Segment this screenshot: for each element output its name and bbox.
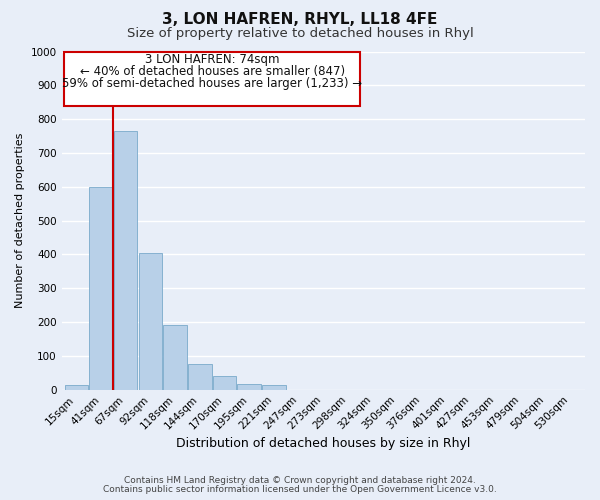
Text: 3, LON HAFREN, RHYL, LL18 4FE: 3, LON HAFREN, RHYL, LL18 4FE — [163, 12, 437, 28]
Bar — [238, 384, 261, 390]
Text: ← 40% of detached houses are smaller (847): ← 40% of detached houses are smaller (84… — [80, 66, 345, 78]
Text: Contains public sector information licensed under the Open Government Licence v3: Contains public sector information licen… — [103, 484, 497, 494]
Bar — [89, 187, 113, 390]
Text: Size of property relative to detached houses in Rhyl: Size of property relative to detached ho… — [127, 28, 473, 40]
Bar — [139, 252, 162, 390]
X-axis label: Distribution of detached houses by size in Rhyl: Distribution of detached houses by size … — [176, 437, 470, 450]
Bar — [213, 376, 236, 390]
Text: 3 LON HAFREN: 74sqm: 3 LON HAFREN: 74sqm — [145, 54, 280, 66]
Bar — [188, 364, 212, 390]
Bar — [114, 131, 137, 390]
Text: Contains HM Land Registry data © Crown copyright and database right 2024.: Contains HM Land Registry data © Crown c… — [124, 476, 476, 485]
Bar — [163, 326, 187, 390]
Y-axis label: Number of detached properties: Number of detached properties — [15, 133, 25, 308]
Bar — [65, 384, 88, 390]
Text: 59% of semi-detached houses are larger (1,233) →: 59% of semi-detached houses are larger (… — [62, 77, 362, 90]
Bar — [262, 386, 286, 390]
FancyBboxPatch shape — [64, 52, 361, 106]
